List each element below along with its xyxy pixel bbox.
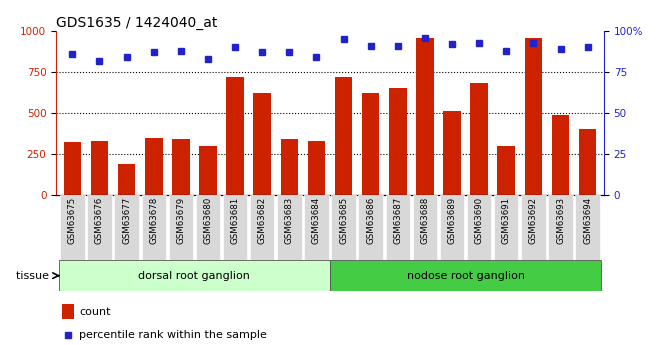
Bar [389, 88, 407, 195]
Text: GSM63679: GSM63679 [176, 197, 185, 244]
Text: GSM63677: GSM63677 [122, 197, 131, 244]
Text: GSM63688: GSM63688 [420, 197, 430, 244]
Bar [196, 195, 220, 260]
Bar [61, 304, 74, 319]
Text: GSM63678: GSM63678 [149, 197, 158, 244]
Text: GSM63685: GSM63685 [339, 197, 348, 244]
Bar [280, 139, 298, 195]
Bar [412, 195, 437, 260]
Bar [416, 38, 434, 195]
Text: GSM63680: GSM63680 [203, 197, 213, 244]
Bar [362, 93, 379, 195]
Bar [579, 129, 597, 195]
Bar [169, 195, 193, 260]
Text: GSM63690: GSM63690 [475, 197, 484, 244]
Bar [335, 77, 352, 195]
Text: GDS1635 / 1424040_at: GDS1635 / 1424040_at [56, 16, 218, 30]
Bar [358, 195, 383, 260]
Text: dorsal root ganglion: dorsal root ganglion [139, 271, 250, 280]
Bar [63, 142, 81, 195]
Bar [90, 141, 108, 195]
Bar [253, 93, 271, 195]
Bar [87, 195, 112, 260]
Text: GSM63694: GSM63694 [583, 197, 592, 244]
Bar [444, 111, 461, 195]
Bar [223, 195, 248, 260]
Bar [525, 38, 543, 195]
Bar [59, 260, 330, 291]
Bar [60, 195, 84, 260]
Text: GSM63681: GSM63681 [230, 197, 240, 244]
Text: GSM63675: GSM63675 [68, 197, 77, 244]
Bar [498, 146, 515, 195]
Bar [114, 195, 139, 260]
Text: GSM63687: GSM63687 [393, 197, 403, 244]
Bar [141, 195, 166, 260]
Bar [250, 195, 275, 260]
Text: GSM63683: GSM63683 [285, 197, 294, 244]
Text: GSM63686: GSM63686 [366, 197, 375, 244]
Bar [440, 195, 464, 260]
Bar [552, 115, 570, 195]
Bar [471, 83, 488, 195]
Text: nodose root ganglion: nodose root ganglion [407, 271, 525, 280]
Bar [117, 164, 135, 195]
Bar [145, 138, 162, 195]
Text: GSM63684: GSM63684 [312, 197, 321, 244]
Text: GSM63692: GSM63692 [529, 197, 538, 244]
Bar [330, 260, 601, 291]
Text: percentile rank within the sample: percentile rank within the sample [79, 331, 267, 341]
Text: GSM63691: GSM63691 [502, 197, 511, 244]
Bar [521, 195, 546, 260]
Text: GSM63689: GSM63689 [447, 197, 457, 244]
Bar [331, 195, 356, 260]
Bar [494, 195, 519, 260]
Bar [385, 195, 410, 260]
Text: GSM63682: GSM63682 [257, 197, 267, 244]
Bar [467, 195, 491, 260]
Bar [277, 195, 302, 260]
Text: tissue: tissue [16, 271, 53, 280]
Bar [226, 77, 244, 195]
Text: GSM63693: GSM63693 [556, 197, 565, 244]
Bar [304, 195, 329, 260]
Bar [172, 139, 189, 195]
Bar [199, 146, 216, 195]
Bar [548, 195, 573, 260]
Bar [308, 141, 325, 195]
Text: count: count [79, 307, 111, 317]
Text: GSM63676: GSM63676 [95, 197, 104, 244]
Bar [576, 195, 600, 260]
